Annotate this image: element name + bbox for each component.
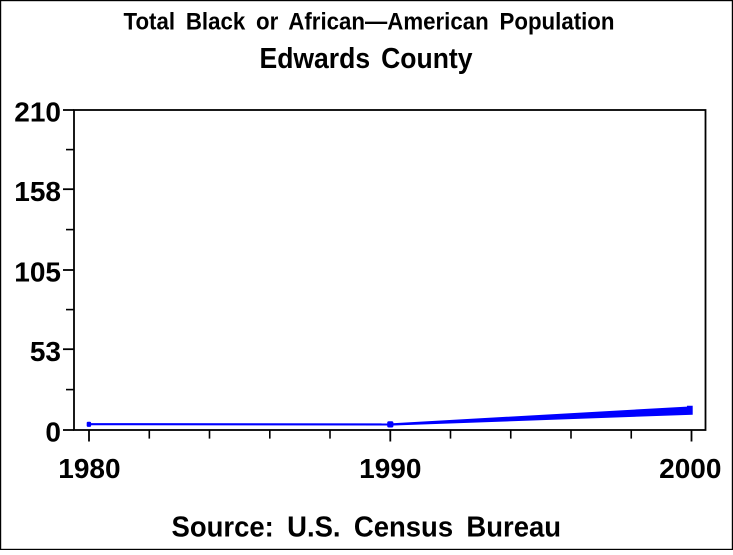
svg-text:0: 0 (45, 417, 61, 448)
svg-text:210: 210 (14, 97, 61, 128)
svg-text:2000: 2000 (659, 453, 721, 484)
svg-text:105: 105 (14, 257, 61, 288)
svg-text:53: 53 (30, 336, 61, 367)
svg-text:Edwards County: Edwards County (260, 43, 473, 75)
svg-text:1990: 1990 (359, 453, 421, 484)
svg-text:158: 158 (14, 176, 61, 207)
svg-text:Source: U.S. Census Bureau: Source: U.S. Census Bureau (172, 512, 562, 544)
svg-text:1980: 1980 (58, 453, 120, 484)
svg-text:Total Black or African—America: Total Black or African—American Populati… (124, 9, 615, 36)
